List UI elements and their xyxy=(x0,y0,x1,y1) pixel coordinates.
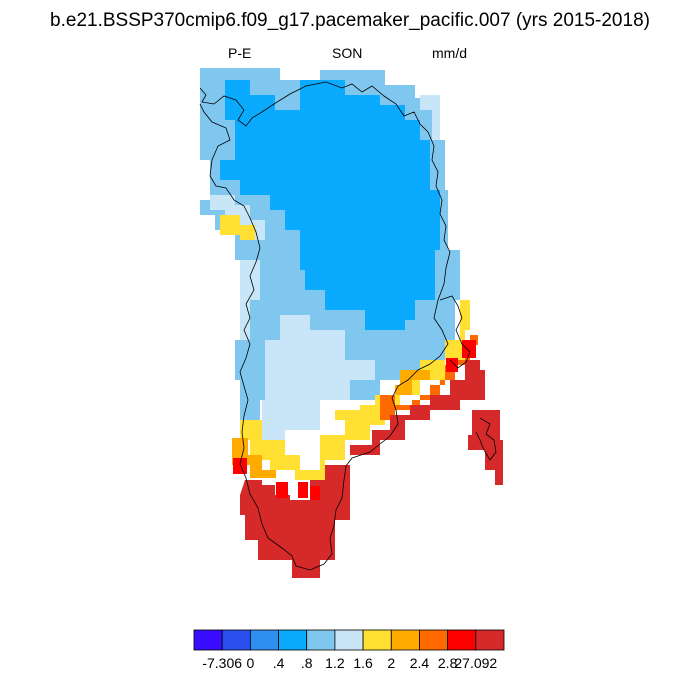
region-red-spots xyxy=(233,340,476,500)
colorbar-swatch xyxy=(447,629,477,651)
region-2-north xyxy=(220,215,255,240)
colorbar-tick-label: 1.2 xyxy=(325,655,345,671)
coastline xyxy=(199,81,451,571)
colorbar-tick-label: 0 xyxy=(246,655,255,671)
region-1p6-south xyxy=(262,315,375,440)
colorbar-tick-label: 27.092 xyxy=(454,655,498,671)
colorbar-swatch xyxy=(193,629,223,651)
colorbar-tick-label: -7.306 xyxy=(202,655,243,671)
colorbar-swatch xyxy=(419,629,449,651)
colorbar-swatch xyxy=(390,629,420,651)
colorbar-tick-label: .8 xyxy=(300,655,313,671)
region-2p4-east xyxy=(395,370,430,395)
coastline-island xyxy=(475,417,497,461)
region-max-island xyxy=(468,410,503,485)
region-1p6-coast xyxy=(240,260,260,340)
colorbar-swatch xyxy=(362,629,392,651)
colorbar-swatch xyxy=(306,629,336,651)
coastline-east xyxy=(439,295,471,369)
season-label: SON xyxy=(332,45,363,61)
variable-label: P-E xyxy=(228,45,252,61)
region-max xyxy=(240,360,485,578)
colorbar-tick-label: .4 xyxy=(272,655,285,671)
plot-title: b.e21.BSSP370cmip6.f09_g17.pacemaker_pac… xyxy=(50,10,650,31)
units-label: mm/d xyxy=(432,45,467,61)
colorbar-swatch xyxy=(278,629,308,651)
colorbar-swatch xyxy=(334,629,364,651)
region-2p8 xyxy=(380,335,478,420)
region-2p4 xyxy=(232,438,276,478)
colorbar-tick-label: 1.6 xyxy=(353,655,373,671)
colorbar-tick-label: 2 xyxy=(387,655,396,671)
colorbar-swatch xyxy=(249,629,279,651)
colorbar-tick-label: 2.8 xyxy=(437,655,458,671)
region-0p8 xyxy=(220,80,440,330)
region-1p6-east xyxy=(420,95,440,140)
colorbar-swatch xyxy=(221,629,251,651)
colorbar-tick-label: 2.4 xyxy=(409,655,430,671)
colorbar-swatch xyxy=(475,629,505,651)
